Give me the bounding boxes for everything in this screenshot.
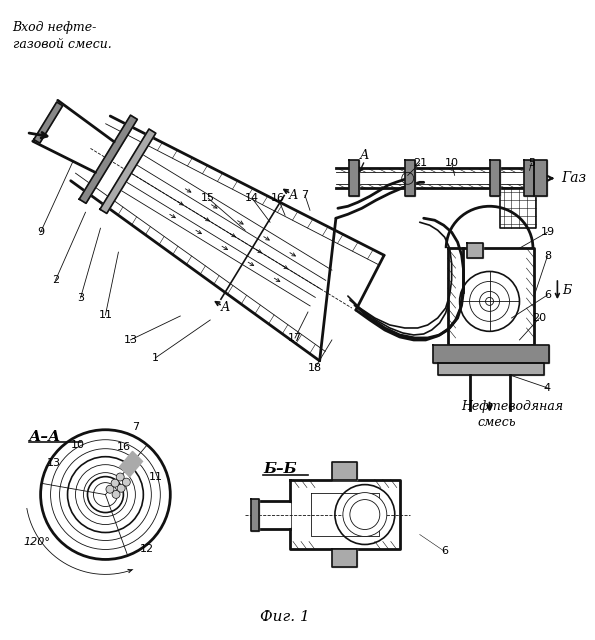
Text: 16: 16 bbox=[117, 442, 130, 452]
Text: 13: 13 bbox=[123, 335, 137, 345]
Text: 10: 10 bbox=[444, 158, 459, 168]
Polygon shape bbox=[79, 115, 137, 204]
Circle shape bbox=[117, 484, 125, 492]
Text: Фиг. 1: Фиг. 1 bbox=[260, 611, 310, 624]
Polygon shape bbox=[349, 161, 359, 196]
Polygon shape bbox=[336, 182, 464, 338]
Polygon shape bbox=[433, 345, 549, 363]
Polygon shape bbox=[500, 188, 537, 228]
Text: 11: 11 bbox=[148, 472, 162, 482]
Text: Б: Б bbox=[562, 284, 572, 296]
Polygon shape bbox=[251, 499, 259, 531]
Text: 1: 1 bbox=[152, 353, 159, 363]
Polygon shape bbox=[490, 161, 500, 196]
Polygon shape bbox=[333, 461, 358, 479]
Polygon shape bbox=[100, 129, 156, 213]
Polygon shape bbox=[438, 363, 544, 375]
Circle shape bbox=[112, 490, 120, 499]
Text: А: А bbox=[289, 189, 298, 202]
Polygon shape bbox=[311, 493, 379, 536]
Circle shape bbox=[111, 479, 119, 487]
Circle shape bbox=[106, 485, 114, 493]
Text: Нефтеводяная: Нефтеводяная bbox=[462, 400, 563, 413]
Text: 14: 14 bbox=[245, 193, 259, 204]
Text: 21: 21 bbox=[413, 158, 427, 168]
Text: 120°: 120° bbox=[24, 538, 51, 547]
Text: 18: 18 bbox=[308, 363, 322, 373]
Text: Б–Б: Б–Б bbox=[263, 461, 297, 476]
Circle shape bbox=[343, 493, 387, 536]
Text: 16: 16 bbox=[271, 193, 285, 204]
Text: А: А bbox=[220, 301, 230, 314]
Polygon shape bbox=[71, 116, 384, 361]
Text: 12: 12 bbox=[140, 545, 155, 554]
Text: А: А bbox=[360, 149, 369, 162]
Text: 17: 17 bbox=[288, 333, 302, 343]
Text: 19: 19 bbox=[540, 227, 555, 237]
Polygon shape bbox=[524, 161, 534, 196]
Text: 7: 7 bbox=[302, 190, 309, 200]
Circle shape bbox=[116, 473, 124, 481]
Polygon shape bbox=[336, 172, 544, 184]
Text: смесь: смесь bbox=[478, 416, 516, 429]
Text: Вход нефте-
газовой смеси.: Вход нефте- газовой смеси. bbox=[12, 20, 111, 51]
Text: 20: 20 bbox=[533, 313, 546, 323]
Circle shape bbox=[87, 477, 123, 513]
Circle shape bbox=[123, 478, 130, 486]
Text: 6: 6 bbox=[544, 290, 551, 300]
Polygon shape bbox=[255, 502, 290, 527]
Text: 8: 8 bbox=[544, 251, 551, 261]
Text: 11: 11 bbox=[98, 310, 112, 320]
Text: 15: 15 bbox=[201, 193, 215, 204]
Polygon shape bbox=[290, 479, 400, 550]
Polygon shape bbox=[34, 102, 62, 143]
Polygon shape bbox=[405, 161, 415, 196]
Text: 3: 3 bbox=[77, 293, 84, 303]
Text: 10: 10 bbox=[71, 440, 84, 450]
Text: 7: 7 bbox=[132, 422, 139, 432]
Text: 5: 5 bbox=[528, 158, 535, 168]
Polygon shape bbox=[333, 550, 358, 568]
Text: 13: 13 bbox=[46, 458, 61, 468]
Text: Газ: Газ bbox=[562, 172, 587, 186]
Polygon shape bbox=[534, 161, 547, 196]
Text: 9: 9 bbox=[37, 227, 44, 237]
Text: 2: 2 bbox=[52, 275, 59, 285]
Polygon shape bbox=[466, 243, 483, 258]
Text: А–А: А–А bbox=[29, 429, 61, 444]
Text: 4: 4 bbox=[544, 383, 551, 393]
Polygon shape bbox=[120, 451, 142, 477]
Polygon shape bbox=[447, 248, 534, 345]
Text: 6: 6 bbox=[441, 547, 448, 556]
